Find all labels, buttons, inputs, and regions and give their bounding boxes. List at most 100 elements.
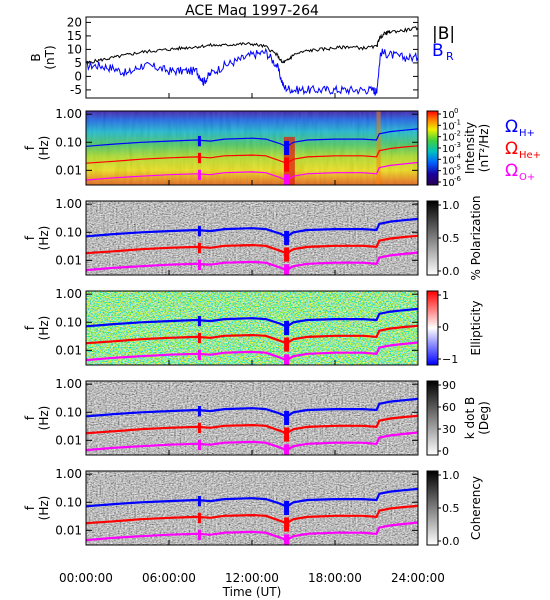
colorbar-label-line1: Intensity <box>463 122 477 174</box>
legend-omega-o: Ω <box>505 161 518 181</box>
f-ylabel-top: f <box>23 235 37 240</box>
f-ylabel-top: f <box>23 505 37 510</box>
f-tick-label: 1.00 <box>55 197 82 211</box>
colorbar <box>426 110 439 186</box>
colorbar-tick-label: 60 <box>442 401 456 414</box>
x-tick-label: 18:00:00 <box>308 571 362 585</box>
legend-b-magnitude: |B| <box>432 24 455 44</box>
legend-omega-o-subscript: O+ <box>519 172 535 183</box>
gyrofrequency-line-h <box>86 397 418 418</box>
gyrofrequency-line-o <box>86 341 418 362</box>
colorbar <box>426 200 439 276</box>
colorbar-label: Ellipticity <box>469 301 483 356</box>
b-y-tick-label: 15 <box>67 29 82 43</box>
f-tick-label: 0.10 <box>55 315 82 329</box>
colorbar-tick-exponent: -1 <box>454 118 461 126</box>
f-ylabel-bottom: (Hz) <box>37 406 51 431</box>
colorbar-tick-label: 10 <box>442 110 455 121</box>
f-tick-label: 1.00 <box>55 287 82 301</box>
colorbar-tick-label: 0 <box>442 321 449 334</box>
colorbar-tick-label: 0.0 <box>442 535 460 548</box>
colorbar-label-line1: k dot B <box>463 397 477 439</box>
colorbar-label: % Polarization <box>469 196 483 281</box>
time-axis: 00:00:00 06:00:00 12:00:00 18:00:00 24:0… <box>59 571 445 599</box>
x-tick-label: 06:00:00 <box>142 571 196 585</box>
b-y-tick-label: 0 <box>74 69 82 83</box>
f-axis-label: f (Hz) <box>23 496 51 521</box>
colorbar-label-line2: (nT²/Hz) <box>477 124 491 172</box>
spectrogram-image <box>86 471 418 545</box>
colorbar <box>426 290 439 366</box>
colorbar-label-line1: Coherency <box>469 476 483 540</box>
legend-omega-h: Ω <box>505 117 518 137</box>
f-ylabel-bottom: (Hz) <box>37 226 51 251</box>
gyrofrequency-line-he <box>86 324 418 345</box>
colorbar-tick-label: 90 <box>442 379 456 392</box>
f-ylabel-bottom: (Hz) <box>37 496 51 521</box>
b-ylabel-top: B <box>29 53 43 61</box>
spectrogram-image <box>86 201 418 275</box>
b-y-tick-label: 10 <box>67 42 82 56</box>
colorbar-tick-label: 0.5 <box>442 502 460 515</box>
colorbar-label-line1: % Polarization <box>469 196 483 281</box>
gyrofrequency-line-he <box>86 504 418 525</box>
b-y-tick-label: -5 <box>70 83 82 97</box>
colorbar-tick-label: 10 <box>442 121 455 132</box>
colorbar-tick-label: 10 <box>442 144 455 155</box>
legend-omega-h-subscript: H+ <box>519 128 535 139</box>
panel-gray-3: 1.00 0.10 0.01 f (Hz) 90 60 30 0 k dot B (Deg) <box>23 377 491 458</box>
gyrofrequency-line-h <box>86 217 418 238</box>
f-ylabel-top: f <box>23 415 37 420</box>
f-tick-label: 0.10 <box>55 405 82 419</box>
colorbar-tick-label: 1.0 <box>442 199 460 212</box>
legend-br: B <box>432 41 444 61</box>
colorbar-tick-label: 0.5 <box>442 232 460 245</box>
f-axis-label: f (Hz) <box>23 406 51 431</box>
colorbar-tick-label: 30 <box>442 423 456 436</box>
f-tick-label: 0.10 <box>55 135 82 149</box>
f-tick-label: 0.10 <box>55 495 82 509</box>
chart-title: ACE Mag 1997-264 <box>185 3 319 19</box>
f-ylabel-bottom: (Hz) <box>37 316 51 341</box>
x-axis-label: Time (UT) <box>222 585 282 599</box>
legend-omega-he: Ω <box>505 139 518 159</box>
b-y-tick-label: 5 <box>74 56 82 70</box>
colorbar-label: Intensity (nT²/Hz) <box>463 122 491 174</box>
f-axis-label: f (Hz) <box>23 226 51 251</box>
spectrogram-image <box>86 381 418 455</box>
colorbar-tick-label: 10 <box>442 155 455 166</box>
colorbar-tick-label: 10 <box>442 178 455 189</box>
colorbar-tick-exponent: -2 <box>454 130 461 138</box>
gyrofrequency-line-o <box>86 161 418 181</box>
colorbar-label-line2: (Deg) <box>477 401 491 435</box>
f-tick-label: 0.01 <box>55 163 82 177</box>
f-ylabel-bottom: (Hz) <box>37 136 51 161</box>
b-y-axis-label: B (nT) <box>29 45 57 69</box>
f-tick-label: 1.00 <box>55 467 82 481</box>
b-ylabel-bottom: (nT) <box>43 45 57 69</box>
colorbar-tick-exponent: 0 <box>454 107 458 115</box>
f-axis-label: f (Hz) <box>23 316 51 341</box>
gyrofrequency-line-o <box>86 251 418 272</box>
x-tick-label: 12:00:00 <box>225 571 279 585</box>
gyrofrequency-line-h <box>86 128 418 148</box>
f-tick-label: 0.01 <box>55 433 82 447</box>
colorbar-label: Coherency <box>469 476 483 540</box>
spectrogram-image <box>86 111 418 185</box>
b-y-tick-label: 20 <box>67 15 82 29</box>
colorbar-tick-label: 1 <box>442 289 449 302</box>
f-ylabel-top: f <box>23 325 37 330</box>
colorbar-label: k dot B (Deg) <box>463 397 491 439</box>
panel-ellipticity-2: 1.00 0.10 0.01 f (Hz) 1 0 −1 Ellipticity <box>23 287 483 366</box>
colorbar-tick-exponent: -6 <box>454 175 462 183</box>
f-tick-label: 0.01 <box>55 343 82 357</box>
colorbar-tick-exponent: -5 <box>454 164 461 172</box>
x-tick-label: 00:00:00 <box>59 571 113 585</box>
b-panel-frame <box>85 16 419 99</box>
f-tick-label: 0.01 <box>55 523 82 537</box>
panel-gray-4: 1.00 0.10 0.01 f (Hz) 1.0 0.5 0.0 Coherency <box>23 467 483 548</box>
